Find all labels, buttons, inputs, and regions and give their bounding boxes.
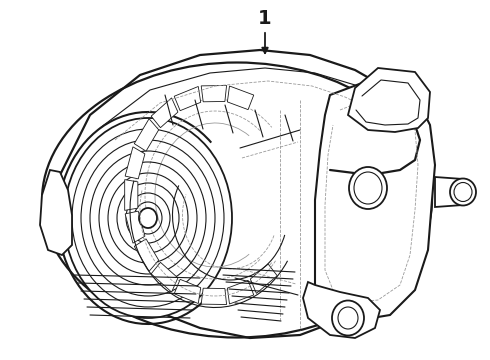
Ellipse shape	[338, 307, 358, 329]
Polygon shape	[124, 180, 138, 210]
Polygon shape	[125, 147, 145, 179]
Polygon shape	[174, 86, 201, 111]
Ellipse shape	[332, 301, 364, 336]
Ellipse shape	[42, 63, 432, 338]
Ellipse shape	[354, 172, 382, 204]
Polygon shape	[125, 211, 145, 243]
Ellipse shape	[450, 179, 476, 206]
Polygon shape	[435, 177, 463, 207]
Polygon shape	[227, 280, 254, 304]
Polygon shape	[303, 282, 380, 338]
Polygon shape	[201, 85, 226, 102]
Polygon shape	[151, 98, 178, 128]
Polygon shape	[250, 264, 277, 293]
Polygon shape	[151, 262, 178, 292]
Polygon shape	[227, 86, 254, 110]
Polygon shape	[174, 279, 201, 303]
Polygon shape	[201, 288, 226, 305]
Polygon shape	[134, 239, 159, 271]
Ellipse shape	[139, 208, 157, 228]
Polygon shape	[40, 170, 72, 255]
Ellipse shape	[349, 167, 387, 209]
Polygon shape	[134, 119, 159, 151]
Polygon shape	[348, 68, 430, 132]
Polygon shape	[315, 80, 435, 320]
Ellipse shape	[64, 118, 232, 318]
Text: 1: 1	[258, 9, 272, 27]
